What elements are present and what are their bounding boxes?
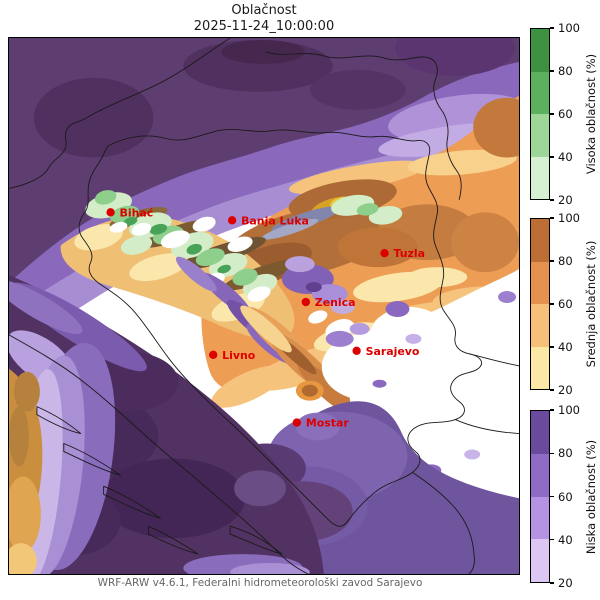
city-label: Banja Luka xyxy=(241,214,309,227)
country-borders xyxy=(9,38,519,574)
colorbar-band xyxy=(531,71,549,114)
tick-mark xyxy=(550,260,554,262)
tick-mark xyxy=(550,452,554,454)
tick-label: 60 xyxy=(558,297,573,311)
city-marker-tuzla: Tuzla xyxy=(380,247,425,260)
map-frame: Bihać Banja Luka Tuzla Zenica Livno Sarajevo M… xyxy=(8,37,520,575)
title-line2: 2025-11-24_10:00:00 xyxy=(193,19,335,34)
tick-mark xyxy=(550,156,554,158)
colorbar-band xyxy=(531,304,549,347)
figure-title: Oblačnost 2025-11-24_10:00:00 xyxy=(8,3,520,35)
city-dot xyxy=(352,346,361,356)
colorbar-band xyxy=(531,496,549,540)
city-layer: Bihać Banja Luka Tuzla Zenica Livno Sarajevo M… xyxy=(106,206,425,430)
colorbar-visoka-swatches xyxy=(530,28,550,200)
colorbar-visoka: 20 40 60 80 100 Visoka oblačnost (%) xyxy=(530,21,598,207)
city-dot xyxy=(227,216,237,225)
tick-label: 60 xyxy=(558,107,573,121)
tick-mark xyxy=(550,27,554,29)
tick-label: 60 xyxy=(558,489,573,504)
tick-mark xyxy=(550,70,554,72)
tick-label: 20 xyxy=(558,576,573,590)
colorbar-niska-label: Niska oblačnost (%) xyxy=(584,439,598,554)
colorbar-band xyxy=(531,261,549,304)
city-marker-mostar: Mostar xyxy=(292,417,350,430)
city-label: Zenica xyxy=(315,296,356,309)
colorbar-srednja-label: Srednja oblačnost (%) xyxy=(584,240,598,368)
tick-mark xyxy=(550,346,554,348)
city-label: Sarajevo xyxy=(366,345,420,358)
colorbar-band xyxy=(531,453,549,497)
tick-label: 80 xyxy=(558,64,573,78)
colorbar-band xyxy=(531,156,549,199)
tick-mark xyxy=(550,113,554,115)
title-line1: Oblačnost xyxy=(231,3,297,18)
colorbar-srednja-ticks: 20 40 60 80 100 xyxy=(550,211,590,397)
city-dot xyxy=(301,297,311,307)
tick-label: 20 xyxy=(558,193,573,207)
tick-mark xyxy=(550,217,554,219)
colorbar-band xyxy=(531,219,549,262)
tick-mark xyxy=(550,389,554,391)
city-dot xyxy=(106,208,115,217)
colorbar-band xyxy=(531,346,549,389)
tick-label: 40 xyxy=(558,150,573,164)
colorbar-srednja: 20 40 60 80 100 Srednja oblačnost (%) xyxy=(530,211,598,397)
cloudiness-map: Bihać Banja Luka Tuzla Zenica Livno Sarajevo M… xyxy=(9,38,519,574)
city-marker-biha-: Bihać xyxy=(106,206,154,219)
colorbar-band xyxy=(531,539,549,582)
city-dot xyxy=(380,249,389,258)
city-marker-livno: Livno xyxy=(209,349,256,362)
tick-label: 80 xyxy=(558,254,573,268)
cloud-layer-zenica-streaks xyxy=(240,256,376,417)
tick-mark xyxy=(550,582,554,584)
colorbar-niska-ticks: 20 40 60 80 100 xyxy=(550,403,590,590)
colorbar-band xyxy=(531,29,549,72)
city-marker-zenica: Zenica xyxy=(301,296,356,309)
tick-label: 40 xyxy=(558,532,573,547)
colorbar-srednja-swatches xyxy=(530,218,550,390)
tick-mark xyxy=(550,199,554,201)
colorbar-band xyxy=(531,114,549,157)
city-dot xyxy=(209,350,218,360)
tick-label: 100 xyxy=(558,211,580,225)
tick-mark xyxy=(550,539,554,541)
colorbar-niska: 20 40 60 80 100 Niska oblačnost (%) xyxy=(530,403,598,590)
tick-mark xyxy=(550,409,554,411)
city-marker-banja-luka: Banja Luka xyxy=(227,214,309,227)
colorbar-band xyxy=(531,411,549,454)
tick-label: 80 xyxy=(558,446,573,461)
colorbar-visoka-label: Visoka oblačnost (%) xyxy=(584,53,598,175)
colorbar-niska-swatches xyxy=(530,410,550,583)
cloud-layer-sw-dark xyxy=(9,275,324,574)
city-label: Bihać xyxy=(120,206,154,219)
city-dot xyxy=(292,418,302,427)
tick-label: 100 xyxy=(558,21,580,35)
city-label: Tuzla xyxy=(393,247,425,260)
colorbar-visoka-ticks: 20 40 60 80 100 xyxy=(550,21,590,207)
tick-label: 100 xyxy=(558,403,580,417)
attribution-text: WRF-ARW v4.6.1, Federalni hidrometeorolo… xyxy=(97,577,423,589)
tick-mark xyxy=(550,303,554,305)
cloud-layer-north-purple xyxy=(9,38,519,355)
tick-mark xyxy=(550,495,554,498)
city-label: Livno xyxy=(222,349,256,362)
city-label: Mostar xyxy=(306,417,350,430)
city-marker-sarajevo: Sarajevo xyxy=(352,345,420,358)
cloud-layer-nw-mixed-band xyxy=(60,190,403,365)
tick-label: 20 xyxy=(558,383,573,397)
tick-label: 40 xyxy=(558,340,573,354)
